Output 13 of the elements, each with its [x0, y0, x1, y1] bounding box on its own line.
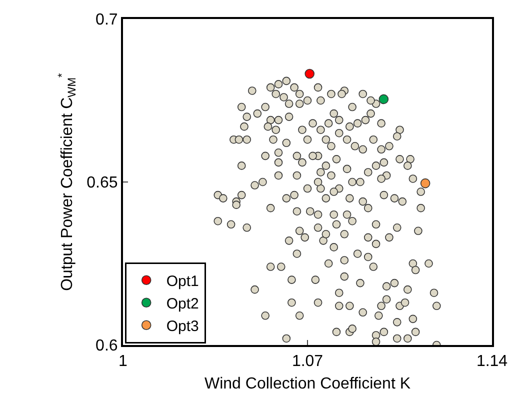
- point: [420, 178, 430, 188]
- y-tick-label: 0.65: [86, 174, 118, 192]
- legend-label: Opt2: [166, 295, 199, 312]
- point: [378, 94, 389, 104]
- x-tick-label: 1.07: [292, 353, 324, 370]
- y-tick-label: 0.7: [96, 12, 118, 29]
- legend-label: Opt3: [166, 318, 199, 335]
- point: [304, 68, 315, 79]
- x-tick-label: 1: [118, 353, 128, 370]
- x-axis-title: Wind Collection Coefficient K: [204, 375, 411, 392]
- legend-label: Opt1: [166, 272, 199, 290]
- x-tick-label: 1.14: [476, 353, 508, 370]
- y-tick-label: 0.6: [96, 338, 118, 355]
